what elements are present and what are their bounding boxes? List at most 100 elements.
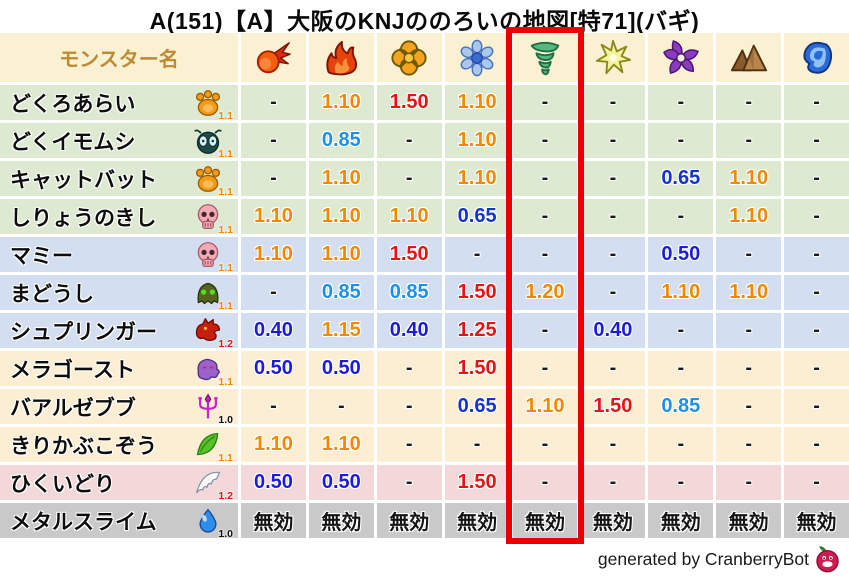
resistance-value-cell: - xyxy=(580,351,646,386)
ghost-icon: 1.1 xyxy=(194,355,233,388)
resistance-value-cell: 無効 xyxy=(512,503,578,538)
resistance-value-cell: - xyxy=(580,199,646,234)
resistance-value-cell: - xyxy=(308,389,374,424)
monster-name: しりょうのきし xyxy=(10,206,157,230)
monster-row: メタルスライム 1.0 無効 無効 無効 無効 無効 無効 無効 無効 無効 xyxy=(0,503,849,540)
resistance-value-cell: 1.10 xyxy=(444,85,510,120)
paw-icon: 1.1 xyxy=(194,89,233,122)
resistance-value-cell: - xyxy=(716,427,782,462)
element-header-cell xyxy=(512,33,578,82)
resistance-value-cell: 0.50 xyxy=(308,465,374,500)
resistance-value-cell: 0.40 xyxy=(241,313,306,348)
credit-text: generated by CranberryBot xyxy=(597,549,809,569)
monster-name-cell: まどうし 1.1 xyxy=(0,275,238,312)
skull-icon: 1.1 xyxy=(194,241,233,274)
monster-row: ひくいどり 1.2 0.50 0.50-1.50- - - - - xyxy=(0,465,849,502)
element-header-cell xyxy=(241,33,306,82)
resistance-value-cell: 0.50 xyxy=(648,237,714,272)
resistance-value-cell: - xyxy=(241,123,306,158)
skull-icon: 1.1 xyxy=(194,203,233,236)
resistance-value-cell: - xyxy=(716,351,782,386)
monster-name-cell: ひくいどり 1.2 xyxy=(0,465,238,502)
resistance-value-cell: 1.50 xyxy=(580,389,646,424)
resistance-value-cell: - xyxy=(716,389,782,424)
paw-icon: 1.1 xyxy=(194,165,233,198)
monster-name: シュプリンガー xyxy=(10,320,157,344)
resistance-value-cell: - xyxy=(512,237,578,272)
resistance-value-cell: - xyxy=(580,275,646,310)
resistance-value-cell: - xyxy=(648,351,714,386)
resistance-value-cell: 1.20 xyxy=(512,275,578,310)
resistance-value-cell: 0.85 xyxy=(308,123,374,158)
resistance-value-cell: 1.10 xyxy=(241,427,306,462)
resistance-value-cell: - xyxy=(648,85,714,120)
resistance-value-cell: - xyxy=(241,161,306,196)
rate-badge: 1.2 xyxy=(218,489,233,502)
resistance-value-cell: - xyxy=(376,465,442,500)
monster-name: メタルスライム xyxy=(10,510,157,534)
resistance-value-cell: - xyxy=(376,161,442,196)
sparkle-icon xyxy=(594,39,632,77)
resistance-value-cell: - xyxy=(716,313,782,348)
monster-row: まどうし 1.1-0.85 0.85 1.50 1.20-1.10 1.10- xyxy=(0,275,849,312)
resistance-value-cell: - xyxy=(648,313,714,348)
bug-icon: 1.1 xyxy=(194,127,233,160)
resistance-value-cell: 1.10 xyxy=(648,275,714,310)
resistance-value-cell: - xyxy=(648,465,714,500)
resistance-value-cell: - xyxy=(580,465,646,500)
resistance-value-cell: - xyxy=(784,123,849,158)
resistance-value-cell: 無効 xyxy=(784,503,849,538)
resistance-value-cell: - xyxy=(784,237,849,272)
resistance-value-cell: - xyxy=(580,123,646,158)
monster-row: どくろあらい 1.1-1.10 1.50 1.10- - - - - xyxy=(0,85,849,122)
monster-name: マミー xyxy=(10,244,73,268)
resistance-value-cell: 1.10 xyxy=(512,389,578,424)
resistance-value-cell: 1.10 xyxy=(308,85,374,120)
rate-badge: 1.2 xyxy=(218,337,233,350)
element-header-cell xyxy=(580,33,646,82)
element-header-cell xyxy=(716,33,782,82)
resistance-value-cell: - xyxy=(716,123,782,158)
resistance-value-cell: 1.10 xyxy=(308,427,374,462)
monster-name-cell: どくイモムシ 1.1 xyxy=(0,123,238,160)
rate-badge: 1.1 xyxy=(218,299,233,312)
resistance-value-cell: 1.15 xyxy=(308,313,374,348)
element-header-cell xyxy=(648,33,714,82)
resistance-value-cell: - xyxy=(784,161,849,196)
monster-name: どくろあらい xyxy=(10,92,136,116)
hood-icon: 1.1 xyxy=(194,279,233,312)
monster-name: まどうし xyxy=(10,282,94,306)
monster-name-header: モンスター名 xyxy=(0,33,238,82)
monster-name-cell: メラゴースト 1.1 xyxy=(0,351,238,388)
resistance-value-cell: 無効 xyxy=(648,503,714,538)
trident-icon: 1.0 xyxy=(194,392,233,426)
resistance-value-cell: 1.50 xyxy=(444,351,510,386)
rate-badge: 1.0 xyxy=(218,413,233,426)
resistance-value-cell: 0.85 xyxy=(376,275,442,310)
resistance-value-cell: - xyxy=(376,389,442,424)
monster-name-cell: シュプリンガー 1.2 xyxy=(0,313,238,350)
resistance-value-cell: - xyxy=(784,465,849,500)
monster-row: キャットバット 1.1-1.10-1.10- -0.65 1.10- xyxy=(0,161,849,198)
resistance-value-cell: - xyxy=(444,237,510,272)
resistance-value-cell: - xyxy=(580,161,646,196)
resistance-value-cell: - xyxy=(648,199,714,234)
resistance-value-cell: - xyxy=(512,85,578,120)
wave-icon xyxy=(798,39,836,77)
resistance-value-cell: 0.65 xyxy=(444,199,510,234)
resistance-value-cell: 1.10 xyxy=(444,123,510,158)
monster-row: きりかぶこぞう 1.1 1.10 1.10- - - - - - - xyxy=(0,427,849,464)
monster-name-cell: キャットバット 1.1 xyxy=(0,161,238,198)
monster-row: バアルゼブブ 1.0- - -0.65 1.10 1.50 0.85- - xyxy=(0,389,849,426)
resistance-value-cell: - xyxy=(444,427,510,462)
resistance-value-cell: - xyxy=(241,389,306,424)
resistance-value-cell: - xyxy=(512,199,578,234)
resistance-value-cell: 0.50 xyxy=(308,351,374,386)
slime-icon: 1.0 xyxy=(194,507,233,540)
resistance-value-cell: - xyxy=(376,351,442,386)
resistance-value-cell: 1.10 xyxy=(376,199,442,234)
pinwheel-icon xyxy=(662,39,700,77)
resistance-value-cell: - xyxy=(784,427,849,462)
mountain-icon xyxy=(730,39,768,77)
